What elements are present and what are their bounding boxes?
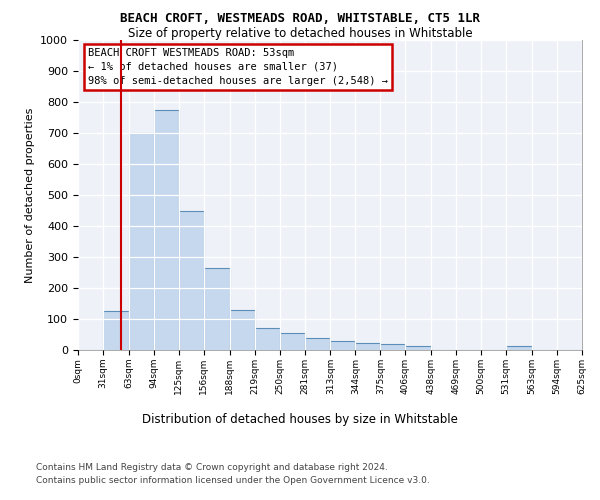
Bar: [305, 338, 331, 350]
Bar: [129, 133, 154, 350]
Text: BEACH CROFT, WESTMEADS ROAD, WHITSTABLE, CT5 1LR: BEACH CROFT, WESTMEADS ROAD, WHITSTABLE,…: [120, 12, 480, 26]
Bar: [230, 310, 254, 350]
Text: Contains HM Land Registry data © Crown copyright and database right 2024.: Contains HM Land Registry data © Crown c…: [36, 462, 388, 471]
Bar: [204, 268, 230, 350]
Text: BEACH CROFT WESTMEADS ROAD: 53sqm
← 1% of detached houses are smaller (37)
98% o: BEACH CROFT WESTMEADS ROAD: 53sqm ← 1% o…: [88, 48, 388, 86]
Bar: [380, 344, 406, 350]
Bar: [179, 210, 204, 350]
Text: Distribution of detached houses by size in Whitstable: Distribution of detached houses by size …: [142, 412, 458, 426]
Bar: [406, 346, 431, 350]
Text: Size of property relative to detached houses in Whitstable: Size of property relative to detached ho…: [128, 28, 472, 40]
Text: Contains public sector information licensed under the Open Government Licence v3: Contains public sector information licen…: [36, 476, 430, 485]
Y-axis label: Number of detached properties: Number of detached properties: [25, 108, 35, 282]
Bar: [355, 343, 380, 350]
Bar: [331, 342, 355, 350]
Bar: [506, 346, 532, 350]
Bar: [254, 328, 280, 350]
Bar: [154, 110, 179, 350]
Bar: [280, 333, 305, 350]
Bar: [103, 311, 129, 350]
